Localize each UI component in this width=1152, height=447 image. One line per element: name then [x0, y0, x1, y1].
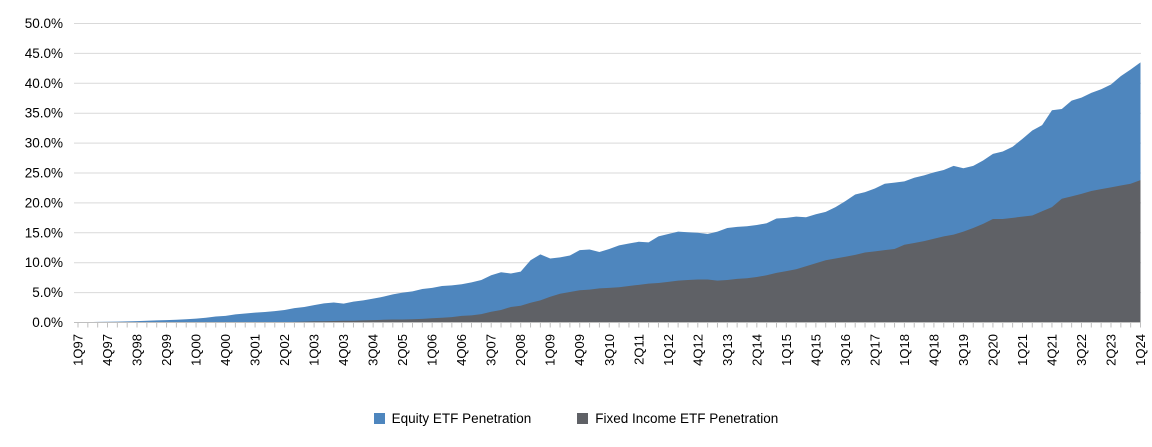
x-axis-tick-label: 2Q17: [867, 334, 882, 366]
y-axis-tick-label: 40.0%: [25, 76, 63, 91]
y-axis-tick-label: 30.0%: [25, 136, 63, 151]
x-axis-tick-label: 1Q21: [1015, 334, 1030, 366]
y-axis-tick-label: 15.0%: [25, 225, 63, 240]
x-axis-tick-label: 4Q15: [808, 334, 823, 366]
y-axis-tick-label: 0.0%: [32, 315, 63, 330]
x-axis-tick-label: 4Q06: [454, 334, 469, 366]
x-axis-tick-label: 2Q02: [277, 334, 292, 366]
x-axis-tick-label: 2Q14: [749, 334, 764, 366]
x-axis-tick-label: 4Q12: [690, 334, 705, 366]
x-axis-tick-label: 2Q20: [985, 334, 1000, 366]
x-axis-tick-label: 3Q07: [484, 334, 499, 366]
y-axis-tick-label: 50.0%: [25, 16, 63, 31]
x-axis-tick-label: 1Q06: [425, 334, 440, 366]
x-axis-tick-label: 4Q21: [1044, 334, 1059, 366]
fixed-income-etf-penetration-area: [78, 180, 1141, 323]
x-axis-tick-label: 3Q13: [720, 334, 735, 366]
y-axis-tick-label: 25.0%: [25, 166, 63, 181]
x-axis-tick-label: 1Q97: [71, 334, 86, 366]
x-axis-tick-label: 4Q18: [926, 334, 941, 366]
x-axis-tick-label: 2Q05: [395, 334, 410, 366]
x-axis-tick-label: 2Q11: [631, 334, 646, 365]
fixed-income-legend-label: Fixed Income ETF Penetration: [595, 410, 779, 426]
y-axis-tick-label: 10.0%: [25, 255, 63, 270]
x-axis-tick-label: 2Q23: [1103, 334, 1118, 366]
x-axis-tick-label: 3Q16: [838, 334, 853, 366]
y-axis-tick-label: 5.0%: [32, 285, 63, 300]
x-axis-tick-label: 3Q10: [602, 334, 617, 366]
legend-item-equity: Equity ETF Penetration: [373, 410, 532, 426]
x-axis-tick-label: 1Q12: [661, 334, 676, 366]
x-axis-tick-label: 1Q09: [543, 334, 558, 366]
y-axis-tick-label: 35.0%: [25, 106, 63, 121]
equity-legend-swatch-icon: [373, 412, 385, 424]
x-axis-tick-label: 2Q08: [513, 334, 528, 366]
equity-legend-label: Equity ETF Penetration: [391, 410, 532, 426]
y-axis-tick-label: 45.0%: [25, 46, 63, 61]
x-axis-tick-label: 4Q97: [100, 334, 115, 366]
y-axis-tick-label: 20.0%: [25, 195, 63, 210]
x-axis-tick-label: 3Q22: [1074, 334, 1089, 366]
x-axis-tick-label: 2Q99: [159, 334, 174, 366]
legend-item-fixed-income: Fixed Income ETF Penetration: [577, 411, 778, 426]
x-axis-tick-label: 3Q01: [248, 334, 263, 366]
x-axis-tick-label: 1Q15: [779, 334, 794, 366]
x-axis-tick-label: 1Q18: [897, 334, 912, 366]
x-axis-tick-label: 3Q04: [366, 334, 381, 366]
x-axis-tick-label: 4Q00: [218, 334, 233, 366]
x-axis-tick-label: 3Q98: [130, 334, 145, 366]
x-axis-tick-label: 1Q00: [189, 334, 204, 366]
x-axis-tick-label: 1Q03: [307, 334, 322, 366]
x-axis-tick-label: 3Q19: [956, 334, 971, 366]
x-axis-tick-label: 1Q24: [1133, 334, 1148, 366]
fixed-income-legend-swatch-icon: [577, 412, 589, 424]
x-axis-tick-label: 4Q03: [336, 334, 351, 366]
x-axis-tick-label: 4Q09: [572, 334, 587, 366]
chart-legend: Equity ETF Penetration Fixed Income ETF …: [0, 404, 1152, 432]
